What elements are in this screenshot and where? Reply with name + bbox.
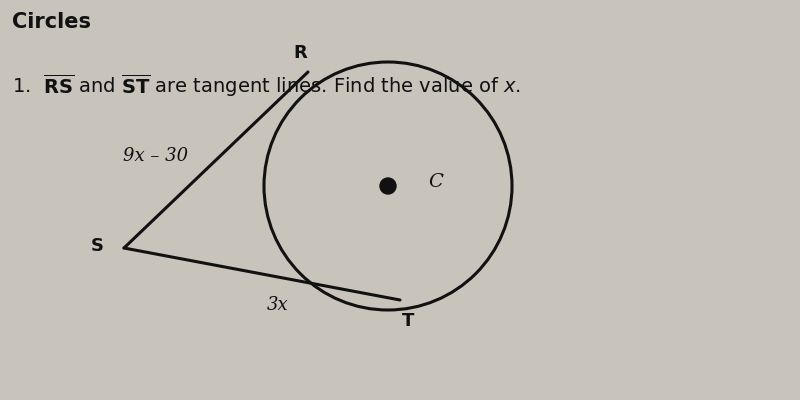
Text: 3x: 3x <box>267 296 289 314</box>
Text: 9x – 30: 9x – 30 <box>123 147 189 165</box>
Ellipse shape <box>380 178 396 194</box>
Text: Circles: Circles <box>12 12 91 32</box>
Text: R: R <box>293 44 307 62</box>
Text: T: T <box>402 312 414 330</box>
Text: C: C <box>428 173 443 191</box>
Text: S: S <box>91 237 104 255</box>
Text: 1.  $\mathbf{\overline{RS}}$ and $\mathbf{\overline{ST}}$ are tangent lines. Fin: 1. $\mathbf{\overline{RS}}$ and $\mathbf… <box>12 72 521 99</box>
